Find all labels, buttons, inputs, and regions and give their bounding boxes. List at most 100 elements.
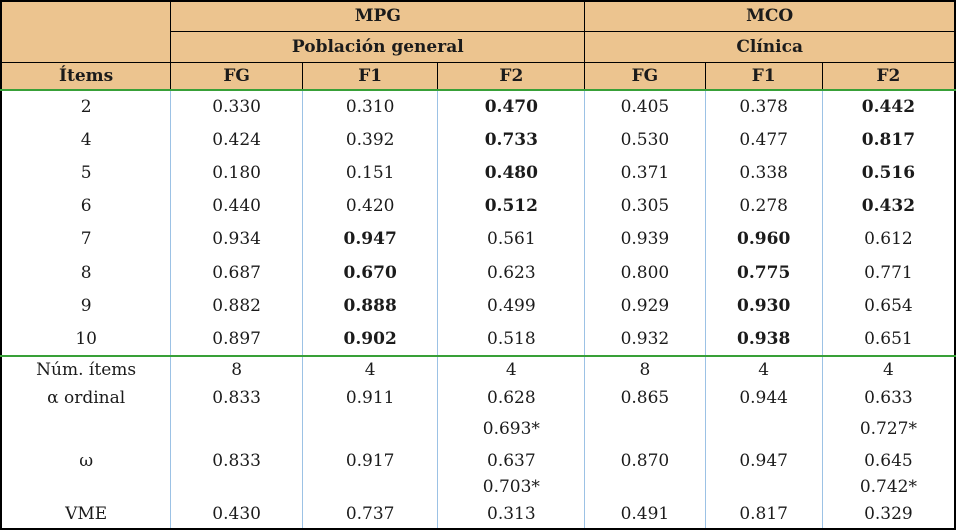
summary-row: Núm. ítems 8 4 4 8 4 4 xyxy=(1,354,955,384)
loading-value: 0.654 xyxy=(821,289,955,323)
cell-value: 0.637 xyxy=(487,450,536,471)
loading-value: 0.477 xyxy=(704,123,823,157)
item-label: 6 xyxy=(1,189,172,223)
summary-label: ω xyxy=(1,446,172,500)
item-label: 5 xyxy=(1,156,172,190)
cell-value: α ordinal xyxy=(47,388,126,409)
cell-value: 0.645 xyxy=(864,450,913,471)
item-row-9: 9 0.882 0.888 0.499 0.929 0.930 0.654 xyxy=(1,289,955,323)
loading-value: 0.960 xyxy=(704,222,823,257)
loading-value: 0.512 xyxy=(437,189,586,223)
item-label: 4 xyxy=(1,123,172,157)
summary-row: α ordinal 0.833 0.911 0.628 0.693* 0.865 0.944… xyxy=(1,383,955,447)
col-header-f1-mco: F1 xyxy=(704,61,823,91)
col-header-items: Ítems xyxy=(0,61,172,91)
summary-label: Núm. ítems xyxy=(1,354,172,384)
summary-value: 0.833 xyxy=(170,446,303,500)
col-header-f2-mpg: F2 xyxy=(437,61,586,91)
loading-value: 0.938 xyxy=(704,322,823,356)
item-label: 7 xyxy=(1,222,172,257)
loading-value: 0.929 xyxy=(584,289,706,323)
summary-value: 8 xyxy=(170,354,303,384)
header-mco: MCO xyxy=(584,0,956,32)
cell-value-secondary xyxy=(706,475,822,499)
cell-value-secondary: 0.703* xyxy=(482,477,540,498)
summary-value: 0.865 xyxy=(584,383,706,447)
loading-value: 0.480 xyxy=(437,156,586,190)
loading-value: 0.530 xyxy=(584,123,706,157)
cell-value: 0.947 xyxy=(739,450,788,471)
loading-value: 0.440 xyxy=(170,189,303,223)
item-row-6: 6 0.440 0.420 0.512 0.305 0.278 0.432 xyxy=(1,189,955,223)
cell-value: 0.833 xyxy=(212,388,261,409)
summary-value: 4 xyxy=(704,354,823,384)
summary-value: 0.911 xyxy=(301,383,439,447)
loading-value: 0.561 xyxy=(437,222,586,257)
summary-value: 0.870 xyxy=(584,446,706,500)
loading-value: 0.612 xyxy=(821,222,955,257)
cell-value-secondary xyxy=(2,413,170,446)
summary-value: 0.817 xyxy=(704,499,823,529)
item-label: 8 xyxy=(1,256,172,290)
loading-value: 0.934 xyxy=(170,222,303,257)
header-clinica: Clínica xyxy=(584,30,956,63)
summary-row: ω 0.833 0.917 0.637 0.703* 0.870 0.947 0.645 0.7… xyxy=(1,446,955,500)
cell-value-secondary xyxy=(303,475,437,499)
summary-value: 0.329 xyxy=(821,499,955,529)
cell-value: 0.911 xyxy=(345,388,395,409)
cell-value: 0.944 xyxy=(739,388,788,409)
summary-value: 4 xyxy=(301,354,439,384)
summary-row: VME 0.430 0.737 0.313 0.491 0.817 0.329 xyxy=(1,499,955,529)
cell-value: 0.917 xyxy=(345,450,395,471)
summary-value: 4 xyxy=(437,354,586,384)
item-row-7: 7 0.934 0.947 0.561 0.939 0.960 0.612 xyxy=(1,222,955,257)
summary-value: 0.645 0.742* xyxy=(821,446,955,500)
loading-value: 0.687 xyxy=(170,256,303,290)
loading-value: 0.420 xyxy=(301,189,439,223)
loading-value: 0.330 xyxy=(170,88,303,124)
summary-value: 0.430 xyxy=(170,499,303,529)
table-header: MPG MCO Población general Clínica Ítems … xyxy=(0,0,956,91)
header-poblacion-general: Población general xyxy=(170,30,586,63)
loading-value: 0.902 xyxy=(301,322,439,356)
loading-value: 0.516 xyxy=(821,156,955,190)
loading-value: 0.670 xyxy=(301,256,439,290)
loading-value: 0.651 xyxy=(821,322,955,356)
cell-value-secondary: 0.742* xyxy=(859,477,917,498)
cell-value-secondary xyxy=(706,413,822,446)
loading-value: 0.775 xyxy=(704,256,823,290)
loading-value: 0.499 xyxy=(437,289,586,323)
header-mpg: MPG xyxy=(170,0,586,32)
cell-value: 0.628 xyxy=(487,388,536,409)
loading-value: 0.800 xyxy=(584,256,706,290)
cell-value: 0.865 xyxy=(620,388,670,409)
cell-value: 0.633 xyxy=(864,388,913,409)
loading-value: 0.817 xyxy=(821,123,955,157)
item-row-5: 5 0.180 0.151 0.480 0.371 0.338 0.516 xyxy=(1,156,955,190)
col-header-f1-mpg: F1 xyxy=(301,61,439,91)
summary-label: α ordinal xyxy=(1,383,172,447)
cell-value-secondary xyxy=(585,475,704,499)
loading-value: 0.338 xyxy=(704,156,823,190)
loading-value: 0.278 xyxy=(704,189,823,223)
loading-value: 0.947 xyxy=(301,222,439,257)
loading-value: 0.151 xyxy=(301,156,439,190)
header-row-instrument: MPG MCO xyxy=(0,0,956,63)
cell-value-secondary xyxy=(2,475,170,499)
cell-value: 0.870 xyxy=(620,450,670,471)
header-row-sample: Población general Clínica xyxy=(1,30,956,63)
item-row-4: 4 0.424 0.392 0.733 0.530 0.477 0.817 xyxy=(1,123,955,157)
loading-value: 0.882 xyxy=(170,289,303,323)
loading-value: 0.897 xyxy=(170,322,303,356)
loading-value: 0.733 xyxy=(437,123,586,157)
col-header-f2-mco: F2 xyxy=(821,61,956,91)
col-header-fg-mco: FG xyxy=(584,61,706,91)
loading-value: 0.371 xyxy=(584,156,706,190)
summary-value: 0.313 xyxy=(437,499,586,529)
cell-value: 0.833 xyxy=(212,450,261,471)
item-label: 9 xyxy=(1,289,172,323)
summary-value: 0.491 xyxy=(584,499,706,529)
loading-value: 0.392 xyxy=(301,123,439,157)
item-label: 2 xyxy=(1,88,172,124)
